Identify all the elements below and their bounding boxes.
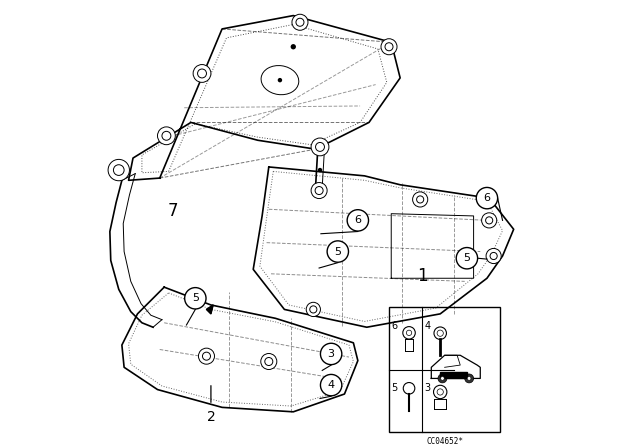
Text: 4: 4 <box>328 380 335 390</box>
Text: 5: 5 <box>391 383 397 393</box>
Circle shape <box>438 374 447 383</box>
Circle shape <box>347 210 369 231</box>
Polygon shape <box>207 305 213 314</box>
Circle shape <box>198 348 214 364</box>
Text: 5: 5 <box>463 253 470 263</box>
Polygon shape <box>440 372 467 379</box>
Circle shape <box>441 377 444 380</box>
Text: 6: 6 <box>483 193 490 203</box>
Text: 6: 6 <box>355 215 362 225</box>
Circle shape <box>318 168 322 172</box>
Circle shape <box>292 14 308 30</box>
Circle shape <box>321 375 342 396</box>
Bar <box>389 307 500 432</box>
Circle shape <box>108 159 129 181</box>
Text: 1: 1 <box>417 267 428 285</box>
Circle shape <box>381 39 397 55</box>
Circle shape <box>306 302 321 317</box>
Circle shape <box>311 182 327 198</box>
Circle shape <box>291 44 296 49</box>
Circle shape <box>193 65 211 82</box>
Text: 2: 2 <box>207 410 215 425</box>
Text: CC04652*: CC04652* <box>426 437 463 446</box>
Circle shape <box>185 288 206 309</box>
Circle shape <box>327 241 349 262</box>
Text: 5: 5 <box>192 293 199 303</box>
Text: 7: 7 <box>168 202 179 220</box>
Circle shape <box>311 138 329 156</box>
Circle shape <box>467 377 471 380</box>
Text: 6: 6 <box>391 321 397 331</box>
Text: 4: 4 <box>424 321 431 331</box>
Circle shape <box>482 213 497 228</box>
Circle shape <box>476 187 498 209</box>
Text: 3: 3 <box>424 383 431 393</box>
Circle shape <box>456 248 477 269</box>
Circle shape <box>321 343 342 365</box>
Text: 5: 5 <box>334 246 341 257</box>
Circle shape <box>465 374 474 383</box>
Circle shape <box>157 127 175 145</box>
Circle shape <box>260 353 277 370</box>
Circle shape <box>278 78 282 82</box>
Circle shape <box>413 192 428 207</box>
Circle shape <box>486 249 501 263</box>
Text: 3: 3 <box>328 349 335 359</box>
